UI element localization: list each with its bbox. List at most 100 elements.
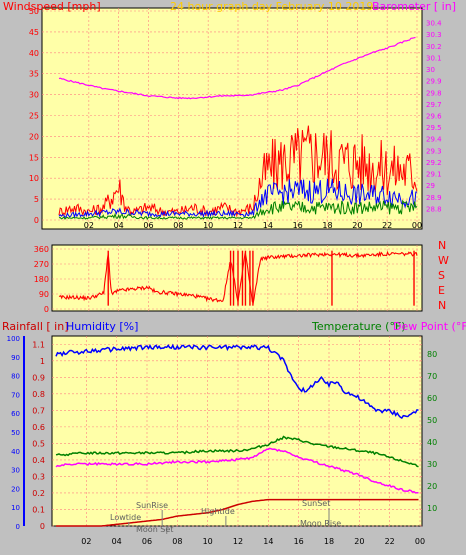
temperature-y-ticks: 10 20 30 40 50 60 70 80 (427, 350, 437, 513)
rain-y-tick-label: 0.3 (32, 472, 45, 481)
rain-y-tick-label: 1 (40, 357, 45, 366)
astro-label: SunSet (302, 499, 330, 508)
weather-x-tick-label: 16 (294, 537, 304, 546)
direction-y-ticks: 0 90 180 270 360 (34, 245, 49, 314)
weather-x-tick-label: 14 (263, 537, 273, 546)
wind-x-tick-label: 08 (173, 221, 183, 230)
wind-x-tick-label: 18 (322, 221, 332, 230)
wind-x-tick-label: 14 (263, 221, 273, 230)
wind-panel-bg (41, 7, 423, 230)
rain-y-ticks: 0 0.1 0.2 0.3 0.4 0.5 0.6 0.7 0.8 0.9 1 1.1 (32, 340, 45, 531)
humidity-y-tick-label: 10 (11, 504, 20, 512)
wind-x-tick-label: 16 (293, 221, 303, 230)
astro-label: Moon Set (136, 525, 173, 534)
wind-y-tick-label: 40 (29, 49, 39, 58)
barometer-y-tick-label: 30.1 (426, 54, 442, 62)
weather-x-ticks: 02 04 06 08 10 12 14 16 18 20 22 00 (81, 537, 425, 546)
rain-y-tick-label: 0.8 (32, 390, 45, 399)
barometer-label: Barometer [ in] (372, 0, 456, 13)
rain-y-tick-label: 0.9 (32, 373, 45, 382)
humidity-y-ticks: 0 10 20 30 40 50 60 70 80 90 100 (7, 335, 20, 531)
astro-label: SunRise (136, 501, 168, 510)
wind-x-tick-label: 22 (382, 221, 392, 230)
wind-y-tick-label: 35 (29, 70, 39, 79)
dewpoint-label: Dew Point (°F) (393, 320, 466, 333)
weather-x-tick-label: 12 (233, 537, 243, 546)
weather-x-tick-label: 02 (81, 537, 91, 546)
wind-x-tick-label: 04 (114, 221, 124, 230)
wind-y-tick-label: 5 (34, 195, 39, 204)
windspeed-label: Windspeed [mph] (3, 0, 101, 13)
humidity-y-tick-label: 50 (11, 429, 20, 437)
direction-letter: N (438, 239, 446, 252)
wind-y-tick-label: 45 (29, 28, 39, 37)
barometer-y-tick-label: 30.2 (426, 43, 442, 51)
temperature-y-tick-label: 80 (427, 350, 437, 359)
temperature-y-tick-label: 40 (427, 438, 437, 447)
astro-markers: Lowtide SunRise Moon Set Hightide SunSet Moon… (110, 499, 341, 534)
direction-panel-series (58, 250, 418, 306)
barometer-y-tick-label: 29.6 (426, 113, 442, 121)
temperature-y-tick-label: 60 (427, 394, 437, 403)
barometer-y-tick-label: 29.8 (426, 89, 442, 97)
direction-y-tick-label: 90 (39, 290, 49, 299)
direction-y-tick-label: 180 (34, 275, 49, 284)
barometer-y-tick-label: 29.2 (426, 159, 442, 167)
rain-y-tick-label: 1.1 (32, 340, 45, 349)
weather-panel-series (55, 343, 419, 527)
barometer-y-tick-label: 29.5 (426, 124, 442, 132)
humidity-y-tick-label: 70 (11, 391, 20, 399)
wind-y-tick-label: 20 (29, 132, 39, 141)
barometer-y-tick-label: 29.9 (426, 78, 442, 86)
direction-y-tick-label: 360 (34, 245, 49, 254)
rain-y-tick-label: 0.7 (32, 406, 45, 415)
wind-y-tick-label: 25 (29, 112, 39, 121)
wind-x-tick-label: 02 (84, 221, 94, 230)
wind-panel-series (58, 36, 418, 220)
weather-x-tick-label: 04 (112, 537, 122, 546)
barometer-y-tick-label: 29 (426, 182, 435, 190)
direction-letter: E (438, 284, 445, 297)
astro-label: Moon Rise (300, 519, 341, 528)
weather-x-tick-label: 18 (324, 537, 334, 546)
humidity-y-tick-label: 0 (16, 523, 20, 531)
wind-y-tick-label: 15 (29, 153, 39, 162)
temperature-y-tick-label: 50 (427, 416, 437, 425)
wind-x-tick-label: 06 (143, 221, 153, 230)
humidity-label: Humidity [%] (66, 320, 138, 333)
wind-y-tick-label: 10 (29, 174, 39, 183)
barometer-y-tick-label: 28.9 (426, 194, 442, 202)
humidity-y-tick-label: 30 (11, 467, 20, 475)
temperature-y-tick-label: 20 (427, 482, 437, 491)
barometer-y-tick-label: 30.3 (426, 31, 442, 39)
wind-x-tick-label: 00 (412, 221, 422, 230)
direction-letter: W (438, 254, 449, 267)
weather-series-line-2 (55, 447, 419, 494)
barometer-y-tick-label: 28.8 (426, 205, 442, 213)
barometer-y-tick-label: 29.1 (426, 171, 442, 179)
wind-x-tick-label: 12 (233, 221, 243, 230)
weather-x-tick-label: 06 (142, 537, 152, 546)
rain-y-tick-label: 0.5 (32, 439, 45, 448)
humidity-y-tick-label: 90 (11, 354, 20, 362)
rain-y-tick-label: 0.1 (32, 505, 45, 514)
humidity-y-tick-label: 100 (7, 335, 20, 343)
wind-series-line-0 (58, 125, 418, 218)
rain-y-tick-label: 0.2 (32, 489, 45, 498)
barometer-y-ticks: 28.8 28.9 29 29.1 29.2 29.3 29.4 29.5 29.6 29.7 29… (426, 20, 442, 214)
rain-y-tick-label: 0 (40, 522, 45, 531)
wind-x-ticks: 02 04 06 08 10 12 14 16 18 20 22 00 (84, 221, 422, 230)
weather-series-line-0 (55, 343, 419, 420)
weather-series-line-1 (55, 435, 419, 468)
rain-y-tick-label: 0.6 (32, 423, 45, 432)
astro-label: Lowtide (110, 513, 141, 522)
rain-y-tick-label: 0.4 (32, 456, 45, 465)
wind-y-tick-label: 0 (34, 216, 39, 225)
temperature-y-tick-label: 10 (427, 504, 437, 513)
barometer-line (58, 36, 416, 100)
wind-series-line-2 (58, 199, 418, 220)
graph-title: 24 hour graph day February 10 2019 (170, 0, 373, 13)
weather-panel-bg (51, 335, 423, 527)
weather-x-tick-label: 00 (415, 537, 425, 546)
